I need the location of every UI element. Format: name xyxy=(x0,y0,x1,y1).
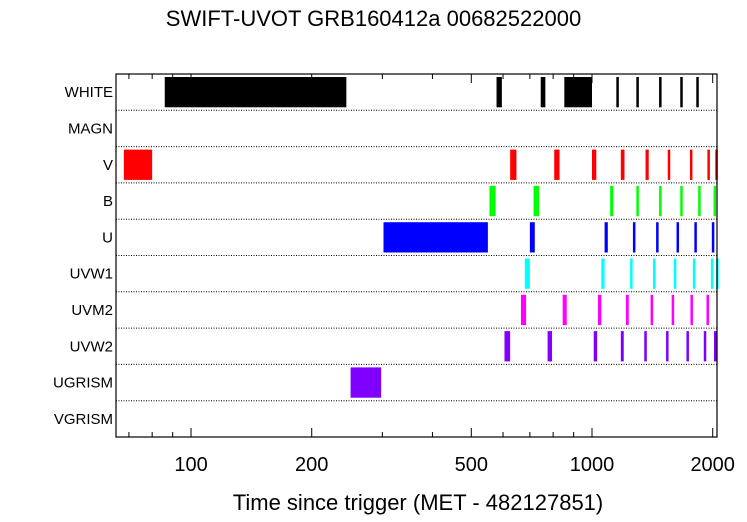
exposure-bar-white-3 xyxy=(540,77,546,108)
exposure-bar-uvw1-4 xyxy=(653,258,656,289)
exposure-bar-v-3 xyxy=(554,149,560,180)
filter-label-white: WHITE xyxy=(65,84,113,101)
exposure-bar-uvw2-1 xyxy=(504,331,511,362)
exposure-bar-uvm2-6 xyxy=(671,294,675,326)
exposure-bar-u-3 xyxy=(604,222,608,253)
exposure-bar-v-9 xyxy=(707,149,710,180)
exposure-bar-uvw2-7 xyxy=(686,331,689,362)
chart-title: SWIFT-UVOT GRB160412a 00682522000 xyxy=(165,6,582,31)
exposure-bar-white-1 xyxy=(164,77,347,108)
exposure-bar-uvw2-3 xyxy=(593,331,598,362)
filter-labels: WHITE MAGN V B U UVW1 UVM2 UVW2 UGRISM VGRISM xyxy=(53,84,113,428)
exposure-bar-uvm2-7 xyxy=(690,294,693,326)
exposure-bar-uvm2-2 xyxy=(562,294,567,326)
exposure-bar-b-5 xyxy=(659,185,662,217)
exposure-bar-uvm2-3 xyxy=(597,294,602,326)
exposure-bar-b-8 xyxy=(713,185,717,217)
filter-label-uvw2: UVW2 xyxy=(70,338,113,355)
filter-label-u: U xyxy=(102,229,113,246)
exposure-bar-white-8 xyxy=(680,77,683,108)
exposure-bar-uvw2-6 xyxy=(666,331,669,362)
exposure-bar-white-9 xyxy=(696,77,699,108)
exposure-bar-u-7 xyxy=(694,222,697,253)
exposure-bar-uvw1-5 xyxy=(673,258,677,289)
exposure-bar-white-2 xyxy=(496,77,502,108)
exposure-bar-uvw2-5 xyxy=(644,331,647,362)
exposure-bar-b-6 xyxy=(680,185,683,217)
exposure-bar-b-1 xyxy=(489,185,496,217)
exposure-bar-uvw1-6 xyxy=(692,258,696,289)
exposure-bar-uvw2-2 xyxy=(547,331,553,362)
x-axis-title: Time since trigger (MET - 482127851) xyxy=(232,490,604,515)
filter-label-uvw1: UVW1 xyxy=(70,266,113,283)
filter-label-b: B xyxy=(103,193,113,210)
exposure-bar-v-6 xyxy=(645,149,649,180)
filter-label-magn: MAGN xyxy=(68,120,113,137)
exposure-bar-u-8 xyxy=(711,222,715,253)
exposure-bar-v-4 xyxy=(591,149,597,180)
exposure-bar-uvw2-9 xyxy=(714,331,717,362)
exposure-bar-v-8 xyxy=(689,149,693,180)
exposure-bar-b-2 xyxy=(533,185,540,217)
x-tick-labels: 100 200 500 1000 2000 xyxy=(174,454,735,476)
exposure-bar-b-7 xyxy=(698,185,701,217)
exposure-bar-v-1 xyxy=(123,149,153,180)
axis-ticks xyxy=(128,74,714,437)
exposure-bar-uvw1-7 xyxy=(710,258,714,289)
filter-label-uvm2: UVM2 xyxy=(71,302,113,319)
plot-frame xyxy=(115,73,718,438)
exposure-bar-v-5 xyxy=(620,149,625,180)
exposure-bar-white-7 xyxy=(659,77,662,108)
exposure-bar-uvm2-8 xyxy=(706,294,709,326)
exposure-bar-uvw1-3 xyxy=(630,258,633,289)
exposure-bar-ugrism-1 xyxy=(350,367,382,398)
row-separators xyxy=(116,109,717,402)
exposure-bar-b-3 xyxy=(610,185,614,217)
x-tick-label-100: 100 xyxy=(174,454,207,476)
exposure-bars xyxy=(123,77,719,398)
exposure-bar-white-4 xyxy=(564,77,592,108)
exposure-bar-uvw2-4 xyxy=(620,331,624,362)
exposure-bar-uvw1-2 xyxy=(601,258,605,289)
x-tick-label-200: 200 xyxy=(295,454,328,476)
exposure-bar-u-4 xyxy=(632,222,636,253)
exposure-bar-uvm2-1 xyxy=(520,294,527,326)
exposure-bar-u-1 xyxy=(383,222,488,253)
exposure-bar-white-5 xyxy=(616,77,619,108)
exposure-bar-v-7 xyxy=(667,149,671,180)
exposure-bar-b-4 xyxy=(636,185,639,217)
exposure-bar-v-2 xyxy=(510,149,517,180)
exposure-bar-u-6 xyxy=(676,222,680,253)
exposure-bar-white-6 xyxy=(636,77,639,108)
exposure-bar-u-5 xyxy=(656,222,659,253)
x-tick-label-500: 500 xyxy=(455,454,488,476)
exposure-bar-uvw2-8 xyxy=(703,331,707,362)
exposure-bar-uvw1-1 xyxy=(524,258,530,289)
exposure-bar-uvm2-5 xyxy=(650,294,654,326)
x-tick-label-2000: 2000 xyxy=(690,454,735,476)
exposure-bar-uvm2-4 xyxy=(625,294,629,326)
filter-label-ugrism: UGRISM xyxy=(53,375,113,392)
filter-label-v: V xyxy=(103,157,113,174)
filter-label-vgrism: VGRISM xyxy=(54,411,113,428)
exposure-bar-u-2 xyxy=(529,222,535,253)
x-tick-label-1000: 1000 xyxy=(570,454,615,476)
